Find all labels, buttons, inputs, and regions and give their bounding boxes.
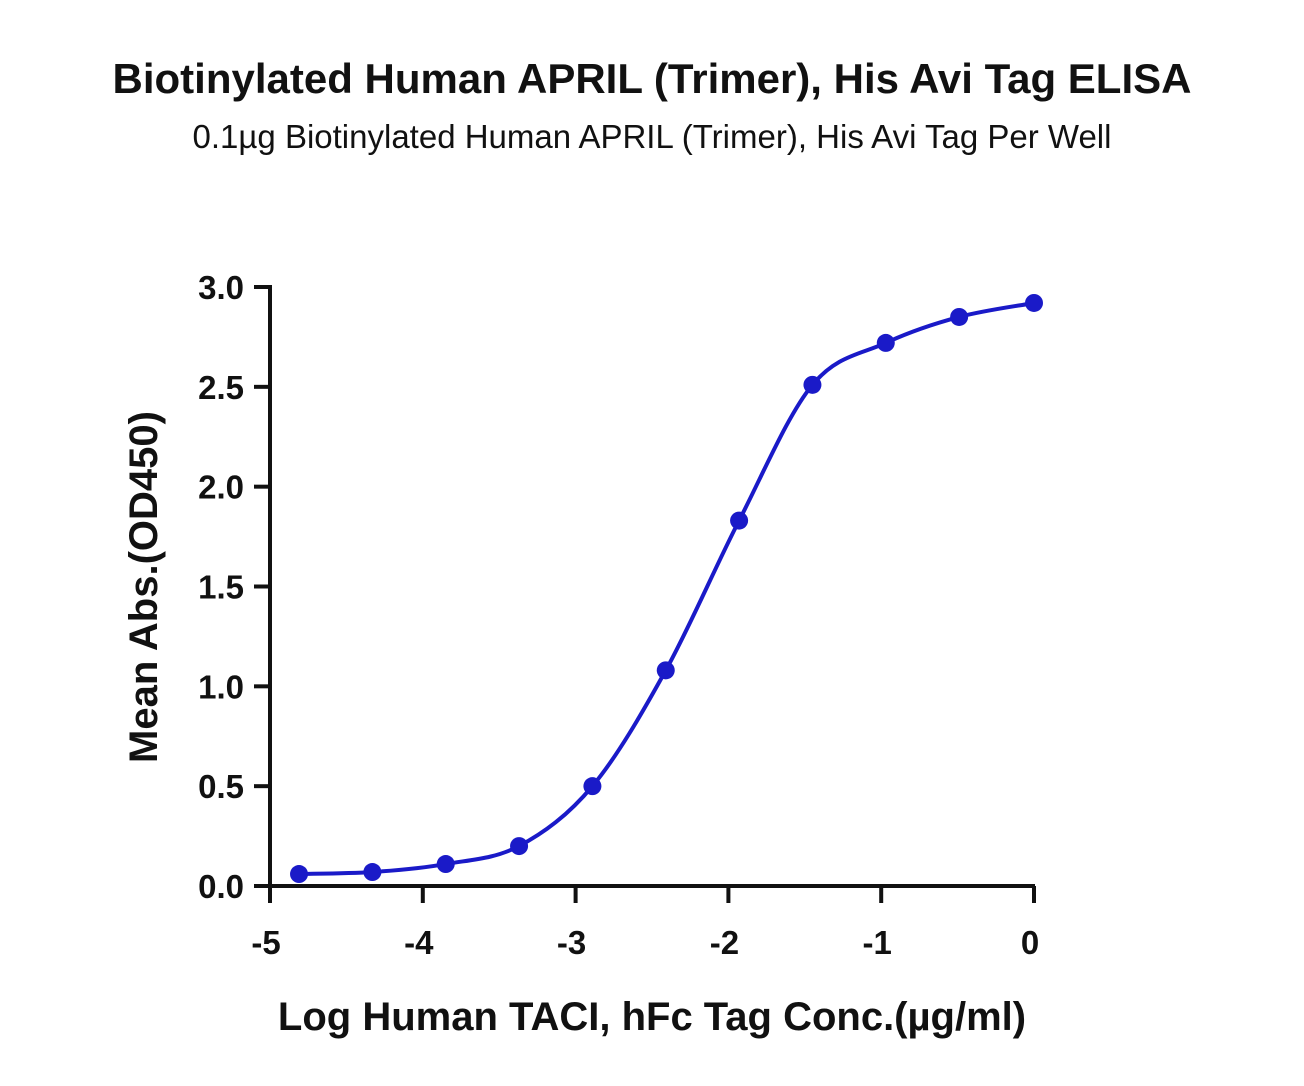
y-tick-label: 2.5: [198, 369, 244, 406]
data-point: [730, 511, 749, 530]
chart-subtitle: 0.1µg Biotinylated Human APRIL (Trimer),…: [193, 118, 1112, 155]
y-tick-label: 1.5: [198, 569, 244, 606]
x-tick-label: -2: [710, 924, 739, 961]
data-points: [290, 293, 1043, 884]
axes: [268, 285, 1035, 888]
x-ticks: -5 -4 -3 -2 -1 0: [251, 886, 1039, 961]
y-tick-label: 3.0: [198, 269, 244, 306]
data-point: [290, 865, 309, 884]
data-point: [876, 333, 895, 352]
data-point: [583, 777, 602, 796]
y-tick-label: 0.0: [198, 868, 244, 905]
y-axis-label: Mean Abs.(OD450): [122, 411, 166, 763]
data-point: [1025, 293, 1043, 312]
data-point: [510, 837, 529, 856]
y-tick-label: 0.5: [198, 768, 244, 805]
x-tick-label: -1: [863, 924, 892, 961]
x-tick-label: -5: [251, 924, 280, 961]
x-tick-label: -3: [557, 924, 586, 961]
x-axis-label: Log Human TACI, hFc Tag Conc.(µg/ml): [278, 995, 1026, 1039]
data-point: [436, 855, 455, 874]
y-tick-label: 2.0: [198, 469, 244, 506]
x-tick-label: 0: [1021, 924, 1039, 961]
data-point: [363, 863, 382, 882]
data-point: [803, 375, 822, 394]
data-point: [950, 307, 969, 326]
y-ticks: 0.0 0.5 1.0 1.5 2.0 2.5 3.0: [198, 269, 270, 905]
y-tick-label: 1.0: [198, 668, 244, 705]
chart-title: Biotinylated Human APRIL (Trimer), His A…: [113, 55, 1192, 102]
fit-curve: [298, 301, 1035, 877]
data-point: [656, 661, 675, 680]
x-tick-label: -4: [404, 924, 434, 961]
